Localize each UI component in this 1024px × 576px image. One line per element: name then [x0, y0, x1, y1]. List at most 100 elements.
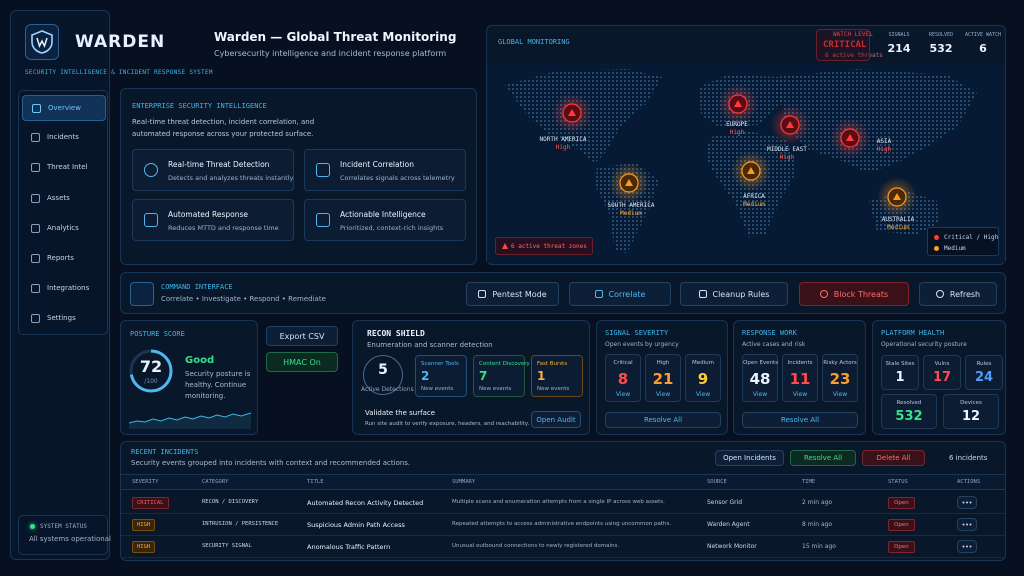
nav-label: Settings — [47, 314, 76, 323]
row-actions-button[interactable] — [957, 540, 977, 553]
nav-item[interactable]: Integrations — [22, 276, 106, 302]
response-item[interactable]: Incidents 11 View — [782, 354, 818, 402]
alert-box: 6 active threat zones — [495, 237, 593, 255]
marker-icon — [747, 167, 755, 174]
severity-badge: HIGH — [132, 541, 156, 553]
severity-item[interactable]: Medium 9 View — [685, 354, 721, 402]
feature-card: Incident Correlation Correlates signals a… — [304, 149, 466, 191]
item-value: 24 — [974, 370, 994, 385]
incident-summary: Unusual outbound connections to newly re… — [452, 543, 620, 549]
response-item[interactable]: Risky Actors 23 View — [822, 354, 858, 402]
gauge-arc — [129, 349, 173, 393]
marker-icon — [893, 193, 901, 200]
nav-item[interactable]: Reports — [22, 246, 106, 272]
item-value: 48 — [749, 370, 771, 388]
map-legend: Critical / High Medium — [927, 227, 999, 256]
severity-badge: CRITICAL — [132, 497, 169, 509]
status-dot — [30, 524, 35, 529]
nav-item[interactable]: Incidents — [22, 125, 106, 151]
button-label: Refresh — [949, 289, 981, 299]
button-label: Pentest Mode — [492, 289, 547, 299]
command-icon — [130, 282, 154, 306]
brand-name: WARDEN — [75, 32, 166, 52]
item-label: Devices — [960, 400, 982, 406]
item-value: 532 — [895, 409, 923, 424]
incident-time: 8 min ago — [802, 521, 833, 528]
stat-value: 532 — [929, 42, 953, 55]
row-actions-button[interactable] — [957, 518, 977, 531]
watch-box — [816, 29, 870, 61]
region-level: High — [730, 129, 745, 136]
button-label: Open Incidents — [723, 454, 776, 462]
nav-item[interactable]: Overview — [22, 95, 106, 121]
recon-card: Fast Bursts 1 New events — [531, 355, 583, 397]
incident-source: Sensor Grid — [707, 499, 743, 506]
incident-category: SECURITY SIGNAL — [202, 543, 252, 549]
incident-button[interactable]: Delete All — [862, 450, 925, 466]
brand-logo — [25, 24, 59, 60]
incident-category: INTRUSION / PERSISTENCE — [202, 521, 279, 527]
nav-menu: Overview Incidents Threat Intel Assets Analy… — [18, 90, 108, 335]
feature-title: Real-time Threat Detection — [168, 160, 270, 169]
posture-status: Good — [185, 355, 215, 366]
response-item[interactable]: Open Events 48 View — [742, 354, 778, 402]
nav-icon — [31, 254, 40, 263]
incident-button[interactable]: Resolve All — [790, 450, 856, 466]
button-icon — [819, 290, 828, 298]
health-subtitle: Operational security posture — [881, 341, 967, 348]
open-audit-button[interactable]: Open Audit — [531, 411, 581, 428]
legend-swatch — [934, 246, 939, 251]
button-icon — [698, 290, 707, 298]
command-bar: COMMAND INTERFACE Correlate • Investigat… — [120, 272, 1006, 314]
marker-icon — [846, 134, 854, 141]
response-resolve-button[interactable]: Resolve All — [742, 412, 858, 428]
severity-subtitle: Open events by urgency — [605, 341, 679, 348]
severity-item[interactable]: Critical 8 View — [605, 354, 641, 402]
feature-card: Real-time Threat Detection Detects and an… — [132, 149, 294, 191]
command-button[interactable]: Pentest Mode — [466, 282, 559, 306]
export-csv-button[interactable]: Export CSV — [266, 326, 338, 346]
command-button[interactable]: Cleanup Rules — [680, 282, 788, 306]
incident-summary: Repeated attempts to access administrati… — [452, 521, 672, 527]
legend-label: Critical / High — [944, 234, 999, 241]
validate-title: Validate the surface — [365, 409, 436, 417]
row-actions-button[interactable] — [957, 496, 977, 509]
hmac-button[interactable]: HMAC On — [266, 352, 338, 372]
nav-item[interactable]: Analytics — [22, 216, 106, 242]
item-value: 21 — [652, 370, 674, 388]
command-button[interactable]: Correlate — [569, 282, 671, 306]
brand-tagline: SECURITY INTELLIGENCE & INCIDENT RESPONS… — [25, 69, 213, 76]
status-badge: Open — [888, 541, 915, 553]
incident-button[interactable]: Open Incidents — [715, 450, 784, 466]
nav-item[interactable]: Settings — [22, 306, 106, 332]
button-icon — [935, 290, 944, 298]
column-header: CATEGORY — [202, 479, 229, 485]
status-badge: Open — [888, 497, 915, 509]
item-action: View — [695, 391, 711, 398]
button-label: Open Audit — [536, 415, 576, 424]
region-name: AUSTRALIA — [882, 216, 915, 223]
posture-title: POSTURE SCORE — [130, 330, 185, 338]
page-subtitle: Cybersecurity intelligence and incident … — [214, 49, 447, 58]
command-steps: Correlate • Investigate • Respond • Reme… — [161, 295, 326, 303]
nav-item[interactable]: Threat Intel — [22, 155, 106, 181]
watch-label: WATCH LEVEL — [833, 31, 873, 38]
recon-card-value: 1 — [537, 369, 546, 383]
intel-title: ENTERPRISE SECURITY INTELLIGENCE — [132, 102, 267, 110]
feature-text: Prioritized, context-rich insights — [340, 224, 444, 232]
severity-resolve-button[interactable]: Resolve All — [605, 412, 721, 428]
nav-icon — [32, 104, 41, 113]
nav-item[interactable]: Assets — [22, 186, 106, 212]
command-button[interactable]: Refresh — [919, 282, 997, 306]
region-level: Medium — [743, 201, 765, 208]
feature-card: Actionable Intelligence Prioritized, cont… — [304, 199, 466, 241]
system-status: SYSTEM STATUS All systems operational — [18, 515, 111, 555]
health-title: PLATFORM HEALTH — [881, 329, 945, 337]
posture-max: /100 — [144, 378, 158, 385]
severity-item[interactable]: High 21 View — [645, 354, 681, 402]
command-button[interactable]: Block Threats — [799, 282, 909, 306]
posture-panel: POSTURE SCORE 72 /100 Good Security post… — [120, 320, 258, 435]
recon-total-label: Active Detections — [361, 386, 414, 393]
